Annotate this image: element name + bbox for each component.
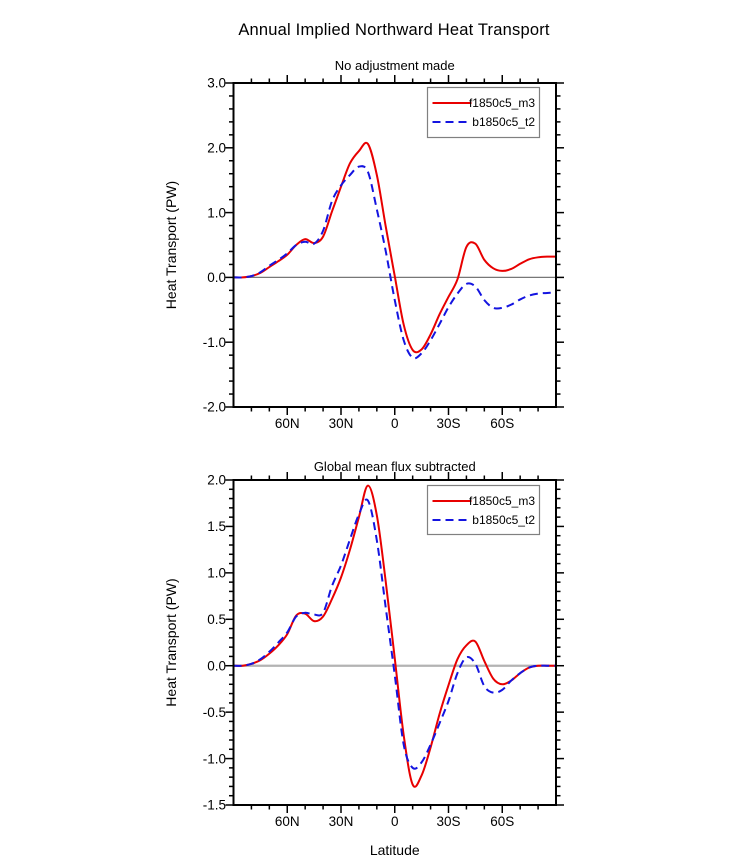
y-tick-label: 0.0 [207, 658, 226, 673]
curve-b1850c5_t2 [233, 498, 556, 770]
y-tick-label: 2.0 [207, 473, 226, 488]
y-axis-label: Heat Transport (PW) [163, 181, 179, 309]
panel-global-mean-flux-subtracted: 60N 30N 0 30S 60S 2.0 1.5 1.0 0.5 0.0 -0.5 -1.0 -1.5… [163, 459, 564, 858]
x-tick-label: 30N [329, 814, 354, 829]
legend-entry-label-f1850c5_m3: f1850c5_m3 [469, 96, 535, 110]
x-tick-label: 60N [275, 814, 300, 829]
legend-box [426, 484, 541, 536]
y-tick-label: 3.0 [207, 76, 226, 91]
x-axis-label: Latitude [370, 842, 420, 858]
panel-title: Global mean flux subtracted [314, 459, 476, 474]
y-tick-label: -1.5 [203, 798, 226, 813]
curve-f1850c5_m3 [233, 141, 556, 354]
legend-entry-label-b1850c5_t2: b1850c5_t2 [472, 115, 535, 129]
x-tick-label: 0 [391, 416, 399, 431]
y-tick-label: -0.5 [203, 705, 226, 720]
ticks [225, 75, 564, 415]
y-tick-label: 0.5 [207, 612, 226, 627]
legend-entry-label-f1850c5_m3: f1850c5_m3 [469, 494, 535, 508]
x-tick-label: 30S [436, 416, 460, 431]
curve-f1850c5_m3 [233, 484, 556, 788]
panel-title: No adjustment made [335, 58, 455, 73]
x-tick-label: 60S [490, 814, 514, 829]
legend: f1850c5_m3 b1850c5_t2 [426, 86, 541, 139]
curves [233, 141, 556, 360]
x-tick-label: 60N [275, 416, 300, 431]
legend-entry-label-b1850c5_t2: b1850c5_t2 [472, 513, 535, 527]
y-tick-label: 1.0 [207, 566, 226, 581]
y-tick-label: -1.0 [203, 335, 226, 350]
y-tick-label: -2.0 [203, 400, 226, 415]
y-tick-label: 2.0 [207, 141, 226, 156]
y-tick-label: 1.0 [207, 205, 226, 220]
curves [233, 484, 556, 788]
legend: f1850c5_m3 b1850c5_t2 [426, 484, 541, 536]
y-tick-label: 1.5 [207, 519, 226, 534]
x-tick-label: 0 [391, 814, 399, 829]
x-tick-label: 30N [329, 416, 354, 431]
x-tick-label: 30S [436, 814, 460, 829]
figure-main-title: Annual Implied Northward Heat Transport [238, 21, 550, 39]
y-tick-label: 0.0 [207, 270, 226, 285]
x-tick-label: 60S [490, 416, 514, 431]
y-tick-label: -1.0 [203, 751, 226, 766]
curve-b1850c5_t2 [233, 165, 556, 360]
legend-box [426, 86, 541, 139]
ticks [225, 472, 564, 813]
panel-no-adjustment: 60N 30N 0 30S 60S 3.0 2.0 1.0 0.0 -1.0 -2.0 No adju… [163, 58, 564, 431]
y-axis-label: Heat Transport (PW) [163, 578, 179, 706]
